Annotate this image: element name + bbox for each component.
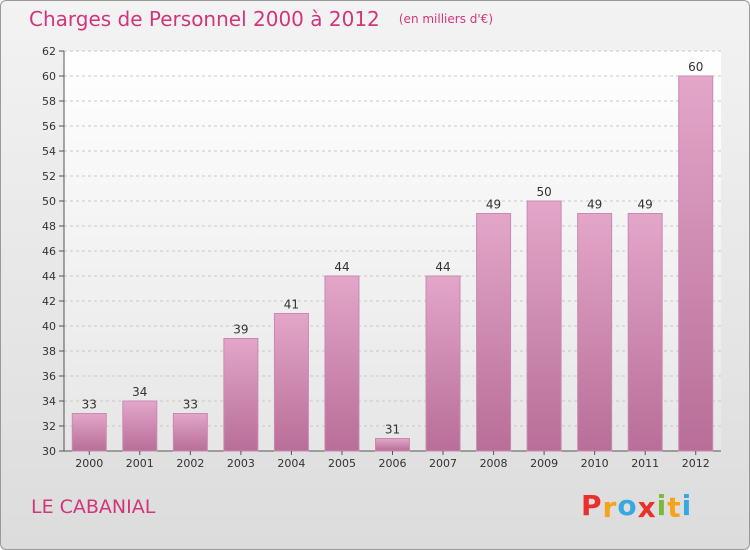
- x-tick-label: 2009: [530, 457, 558, 470]
- y-tick-label: 38: [42, 345, 56, 358]
- x-tick-label: 2008: [480, 457, 508, 470]
- data-label: 49: [587, 198, 602, 212]
- logo-letter: r: [602, 491, 618, 524]
- bar: [627, 213, 663, 452]
- data-label: 39: [233, 323, 248, 337]
- data-label: 49: [638, 198, 653, 212]
- y-tick-label: 58: [42, 95, 56, 108]
- y-tick-label: 54: [42, 145, 56, 158]
- logo-letter: i: [681, 489, 693, 522]
- y-tick-label: 42: [42, 295, 56, 308]
- bar: [425, 275, 461, 452]
- data-label: 33: [183, 398, 198, 412]
- x-tick-label: 2003: [227, 457, 255, 470]
- x-tick-label: 2012: [682, 457, 710, 470]
- bar: [577, 213, 613, 452]
- bar: [273, 313, 309, 452]
- logo-letter: t: [667, 491, 682, 524]
- y-tick-label: 46: [42, 245, 56, 258]
- chart-title-block: Charges de Personnel 2000 à 2012 (en mil…: [29, 7, 493, 31]
- bar: [678, 75, 714, 452]
- data-label: 33: [82, 398, 97, 412]
- logo-letter: P: [581, 489, 603, 522]
- bar: [223, 338, 259, 452]
- x-tick-label: 2011: [631, 457, 659, 470]
- x-tick-label: 2005: [328, 457, 356, 470]
- x-tick-label: 2006: [379, 457, 407, 470]
- logo-letter: i: [656, 489, 668, 522]
- y-tick-label: 34: [42, 395, 56, 408]
- x-tick-label: 2004: [277, 457, 305, 470]
- y-tick-label: 50: [42, 195, 56, 208]
- data-label: 31: [385, 423, 400, 437]
- bar: [476, 213, 512, 452]
- y-tick-label: 62: [42, 45, 56, 58]
- bar: [172, 413, 208, 452]
- x-tick-label: 2007: [429, 457, 457, 470]
- bar: [324, 275, 360, 452]
- y-tick-label: 32: [42, 420, 56, 433]
- data-label: 49: [486, 198, 501, 212]
- y-tick-label: 36: [42, 370, 56, 383]
- bar: [122, 400, 158, 452]
- x-tick-label: 2000: [75, 457, 103, 470]
- logo-letter: x: [637, 491, 657, 524]
- data-label: 44: [435, 260, 450, 274]
- chart-title: Charges de Personnel 2000 à 2012: [29, 7, 380, 31]
- x-tick-label: 2001: [126, 457, 154, 470]
- data-label: 44: [334, 260, 349, 274]
- y-tick-label: 40: [42, 320, 56, 333]
- data-label: 50: [536, 185, 551, 199]
- bar: [526, 200, 562, 452]
- bar: [375, 438, 410, 452]
- bar: [71, 413, 107, 452]
- logo-letter: o: [617, 489, 638, 522]
- y-tick-label: 48: [42, 220, 56, 233]
- y-tick-label: 30: [42, 445, 56, 458]
- x-tick-label: 2002: [176, 457, 204, 470]
- data-label: 41: [284, 298, 299, 312]
- data-label: 34: [132, 385, 147, 399]
- proxiti-logo: Proxiti: [581, 489, 693, 524]
- y-tick-label: 56: [42, 120, 56, 133]
- y-tick-label: 52: [42, 170, 56, 183]
- chart-subtitle: (en milliers d'€): [398, 12, 493, 26]
- data-label: 60: [688, 60, 703, 74]
- x-tick-label: 2010: [581, 457, 609, 470]
- commune-name: LE CABANIAL: [31, 496, 156, 518]
- y-tick-label: 44: [42, 270, 56, 283]
- y-tick-label: 60: [42, 70, 56, 83]
